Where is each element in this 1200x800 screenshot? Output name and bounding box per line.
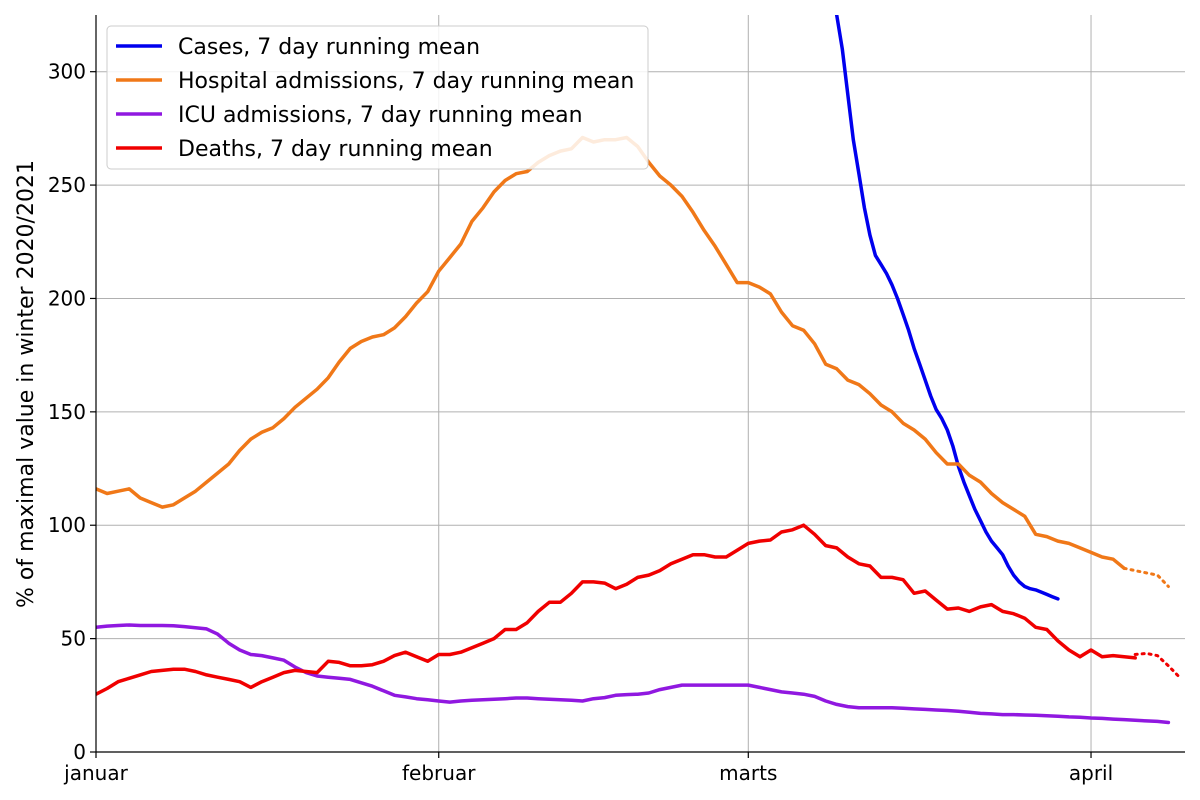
- y-tick-label: 100: [48, 513, 86, 537]
- y-axis-label: % of maximal value in winter 2020/2021: [14, 160, 39, 608]
- axes: [90, 15, 1185, 758]
- legend-box: [106, 25, 649, 170]
- series-line-icu-admissions: [96, 623, 1171, 725]
- y-tick-label: 300: [48, 60, 86, 84]
- y-tick-label: 50: [61, 627, 86, 651]
- y-tick-label: 200: [48, 286, 86, 310]
- series-line-cases: [834, 15, 1060, 601]
- legend: Cases, 7 day running mean Hospital admiss…: [106, 25, 649, 170]
- x-tick-label: marts: [719, 761, 777, 785]
- x-tick-label: april: [1069, 761, 1113, 785]
- legend-entry-deaths: Deaths, 7 day running mean: [116, 137, 493, 162]
- x-tick-label: februar: [402, 761, 476, 785]
- legend-label: Cases, 7 day running mean: [178, 35, 480, 60]
- y-tick-label: 150: [48, 400, 86, 424]
- series-line-deaths: [96, 523, 1137, 696]
- x-tick-label: januar: [63, 761, 128, 785]
- series-line-hospital-admissions: [96, 135, 1126, 571]
- legend-entry-cases: Cases, 7 day running mean: [116, 35, 480, 60]
- legend-label: Hospital admissions, 7 day running mean: [178, 69, 634, 94]
- legend-entry-hospital-admissions: Hospital admissions, 7 day running mean: [116, 69, 634, 94]
- y-tick-label: 250: [48, 173, 86, 197]
- series-lines: [96, 15, 1181, 725]
- y-tick-label: 0: [73, 740, 86, 764]
- legend-label: ICU admissions, 7 day running mean: [178, 103, 583, 128]
- legend-label: Deaths, 7 day running mean: [178, 137, 493, 162]
- tick-labels: 0 50 100 150 200 250 300 januar februar marts apri…: [48, 60, 1113, 785]
- legend-entry-icu-admissions: ICU admissions, 7 day running mean: [116, 103, 583, 128]
- series-projection-hospital-admissions: [1122, 566, 1170, 588]
- series-projection-deaths: [1133, 651, 1181, 679]
